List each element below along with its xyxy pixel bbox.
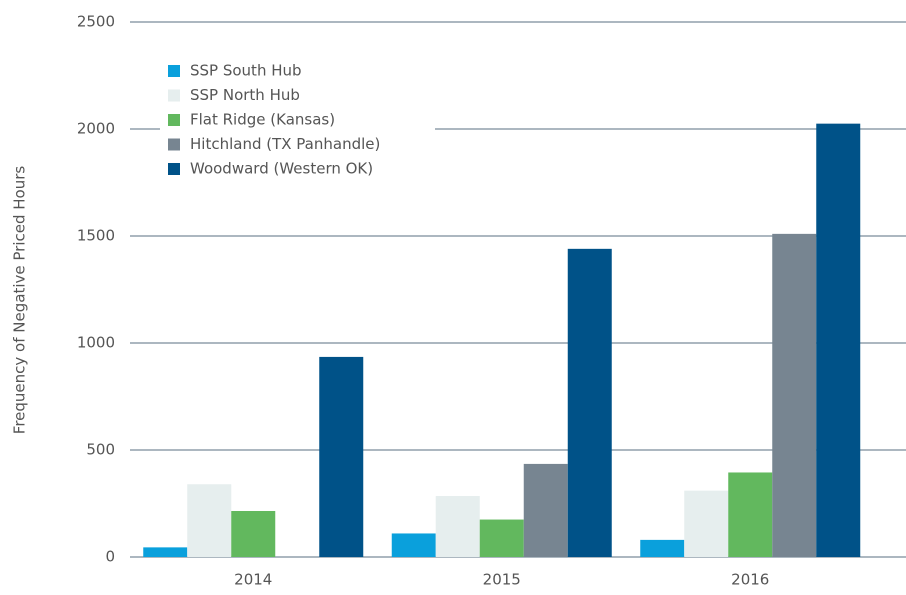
legend-label: SSP South Hub — [190, 62, 302, 80]
y-tick-label: 2000 — [77, 120, 115, 138]
legend-swatch — [168, 89, 180, 102]
bar — [640, 539, 685, 557]
bar — [319, 356, 364, 557]
bar — [435, 496, 480, 557]
bar — [391, 533, 436, 557]
legend-swatch — [168, 114, 180, 126]
y-tick-label: 2500 — [77, 13, 115, 31]
legend-label: Woodward (Western OK) — [190, 160, 373, 178]
y-tick-label: 1500 — [77, 227, 115, 245]
y-tick-label: 0 — [105, 548, 115, 566]
bar — [772, 233, 817, 558]
legend-label: SSP North Hub — [190, 86, 300, 104]
bar — [567, 248, 612, 557]
x-tick-label: 2015 — [483, 571, 521, 589]
x-tick-label: 2014 — [234, 571, 272, 589]
legend-label: Flat Ridge (Kansas) — [190, 111, 335, 129]
bar — [187, 484, 232, 557]
bar — [479, 519, 524, 557]
bar — [231, 510, 276, 557]
legend-label: Hitchland (TX Panhandle) — [190, 135, 380, 153]
y-tick-label: 1000 — [77, 334, 115, 352]
x-tick-label: 2016 — [731, 571, 769, 589]
bar — [728, 472, 773, 557]
y-axis-label: Frequency of Negative Priced Hours — [11, 166, 29, 435]
bar — [816, 123, 861, 558]
bar — [523, 463, 568, 557]
y-tick-label: 500 — [86, 441, 115, 459]
legend-background — [160, 55, 435, 185]
legend-swatch — [168, 65, 180, 77]
legend-swatch — [168, 138, 180, 151]
legend-swatch — [168, 163, 180, 175]
bar — [143, 547, 188, 557]
bar — [684, 490, 729, 557]
